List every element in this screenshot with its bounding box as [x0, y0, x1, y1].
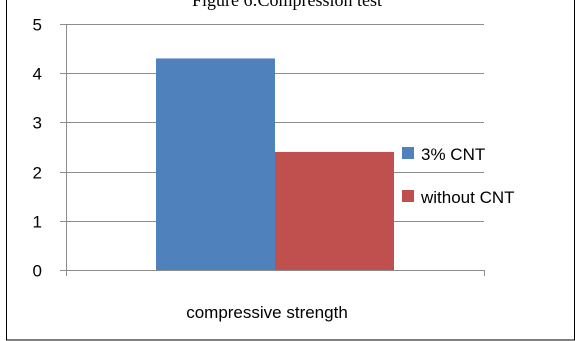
axes: 0 1 2 3 4 5 compressive strength [33, 16, 485, 322]
legend-swatch [402, 147, 414, 159]
y-tick-label: 3 [33, 114, 42, 133]
bars [156, 58, 394, 270]
y-tick-label: 0 [33, 262, 42, 281]
legend-label: 3% CNT [421, 145, 485, 164]
y-tick-label: 4 [33, 65, 42, 84]
legend: 3% CNT without CNT [402, 145, 515, 207]
legend-swatch [402, 190, 414, 202]
y-tick-label: 2 [33, 164, 42, 183]
y-tick-label: 5 [33, 16, 42, 35]
chart-title: Figure 6:Compression test [192, 0, 382, 10]
y-tick-label: 1 [33, 213, 42, 232]
bar-1 [275, 151, 394, 270]
bar-0 [156, 58, 275, 270]
legend-label: without CNT [420, 188, 515, 207]
x-category-label: compressive strength [186, 303, 348, 322]
